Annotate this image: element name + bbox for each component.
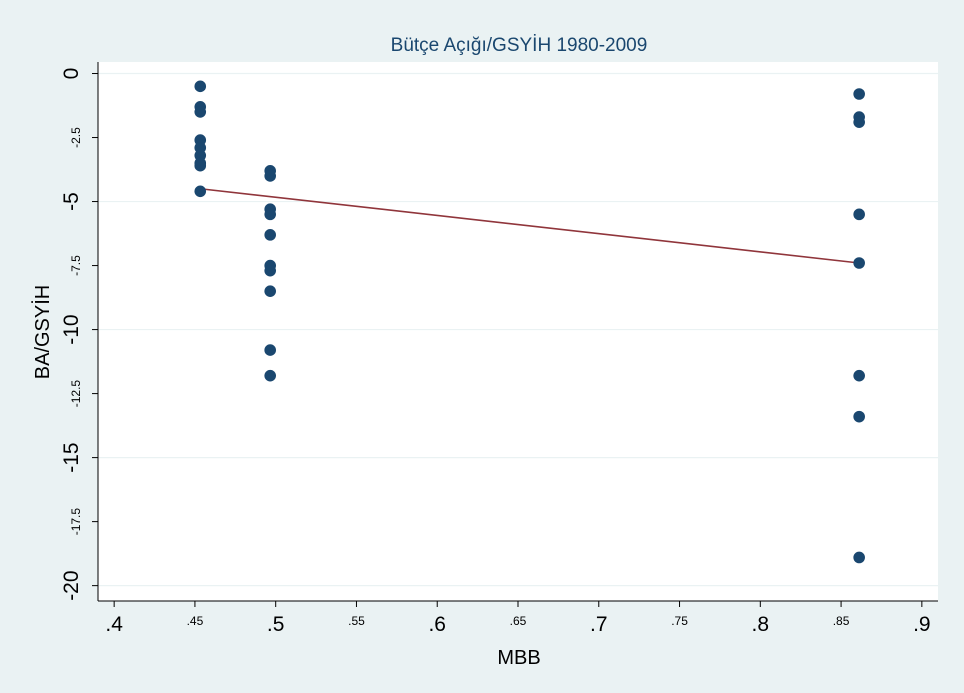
data-point-21 <box>853 116 865 128</box>
x-tick-label-6: .7 <box>590 613 608 636</box>
data-point-19 <box>853 88 865 100</box>
grid-lines <box>98 72 938 587</box>
data-point-25 <box>853 410 865 423</box>
x-tick-label-8: .8 <box>752 613 770 636</box>
data-point-22 <box>853 208 865 221</box>
data-point-2 <box>194 106 207 118</box>
x-tick-label-7: .75 <box>671 614 688 628</box>
x-tick-label-5: .65 <box>510 614 527 628</box>
data-point-17 <box>264 344 277 356</box>
x-tick-label-9: .85 <box>833 614 850 628</box>
x-tick-label-4: .6 <box>428 613 446 636</box>
x-tick-label-2: .5 <box>267 613 285 636</box>
x-tick-label-3: .55 <box>348 614 365 628</box>
y-axis-title: BA/GSYİH <box>31 285 54 379</box>
y-tick-label-1: -2.5 <box>69 127 83 148</box>
data-point-7 <box>194 159 207 172</box>
data-point-8 <box>194 185 207 198</box>
data-point-13 <box>264 229 277 241</box>
x-axis-ticks: .4 .45 .5 .55 .6 .65 .7 .75 .8 .85 .9 <box>105 601 931 636</box>
x-tick-label-0: .4 <box>105 613 123 636</box>
data-point-15 <box>264 264 277 277</box>
y-tick-label-3: -7.5 <box>69 255 83 276</box>
data-point-16 <box>264 285 277 297</box>
fit-line <box>200 187 860 264</box>
x-tick-label-1: .45 <box>187 614 204 628</box>
y-axis-ticks: 0 -2.5 -5 -7.5 -10 -12.5 -15 -17.5 -20 <box>60 68 98 601</box>
data-point-0 <box>194 80 207 93</box>
y-tick-label-8: -20 <box>60 570 83 600</box>
y-tick-label-5: -12.5 <box>69 380 83 408</box>
chart-title: Bütçe Açığı/GSYİH 1980-2009 <box>391 35 648 56</box>
x-tick-label-10: .9 <box>913 613 931 636</box>
scatter-points <box>194 80 865 564</box>
x-axis-title: MBB <box>497 647 540 669</box>
y-tick-label-2: -5 <box>60 192 83 211</box>
data-point-24 <box>853 369 865 382</box>
y-tick-label-4: -10 <box>60 314 83 344</box>
plot-area <box>98 62 938 601</box>
data-point-26 <box>853 551 865 564</box>
data-point-23 <box>853 257 865 269</box>
data-point-18 <box>264 369 277 382</box>
y-tick-label-7: -17.5 <box>69 508 83 536</box>
y-tick-label-6: -15 <box>60 442 83 472</box>
data-point-12 <box>264 208 277 221</box>
data-point-10 <box>264 170 277 182</box>
y-tick-label-0: 0 <box>60 68 83 80</box>
fit-line-layer <box>200 187 860 264</box>
